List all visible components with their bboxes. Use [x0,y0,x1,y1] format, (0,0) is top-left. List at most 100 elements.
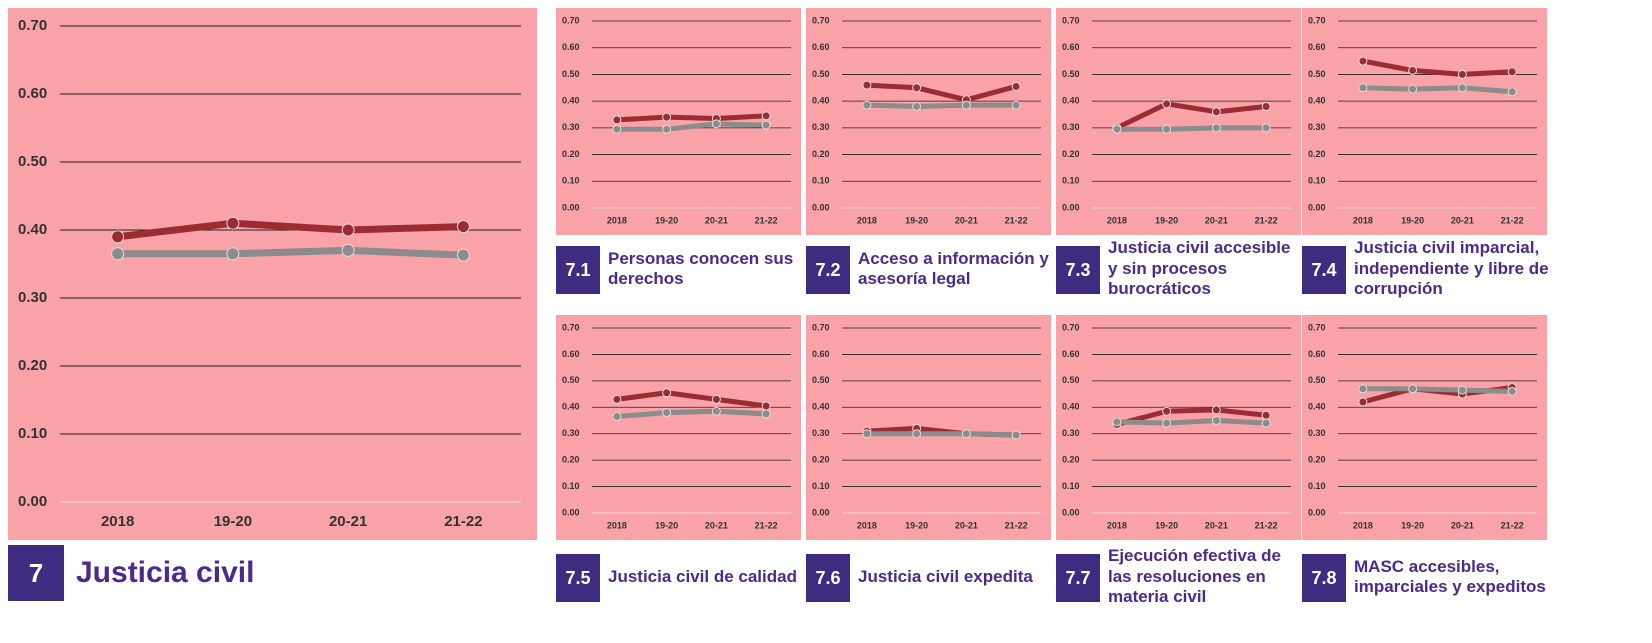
point [612,115,622,125]
point [961,429,971,439]
x-tick-label: 21-22 [1255,215,1278,225]
y-tick-label: 0.30 [1308,428,1326,438]
y-tick-label: 0.70 [562,15,580,25]
y-tick-label: 0.20 [1308,455,1326,465]
x-tick-label: 21-22 [755,520,778,530]
chart-title: Justicia civil [76,556,255,589]
y-tick-label: 0.00 [812,507,830,517]
point [1112,417,1122,427]
chart-title: Personas conocen sus derechos [608,248,794,288]
y-tick-label: 0.50 [1062,69,1080,79]
y-tick-label: 0.20 [812,455,830,465]
y-tick-label: 0.20 [18,357,47,374]
point [1408,65,1418,75]
y-tick-label: 0.10 [812,176,830,186]
x-tick-label: 19-20 [905,215,928,225]
y-tick-label: 0.50 [812,375,830,385]
y-tick-label: 0.70 [18,17,47,34]
y-tick-label: 0.50 [812,69,830,79]
y-tick-label: 0.60 [1308,42,1326,52]
point [711,406,721,416]
series-line [1116,418,1267,426]
point [1261,410,1271,420]
x-tick-label: 21-22 [755,215,778,225]
y-tick-label: 0.60 [812,349,830,359]
x-tick-label: 19-20 [1401,215,1424,225]
series-line [1362,386,1513,394]
y-tick-label: 0.10 [1062,176,1080,186]
point [912,83,922,93]
point [1358,83,1368,93]
y-tick-label: 0.00 [562,202,580,212]
y-tick-label: 0.20 [1062,455,1080,465]
point [1507,67,1517,77]
point [1211,416,1221,425]
y-tick-label: 0.20 [1308,149,1326,159]
y-tick-label: 0.40 [562,402,580,412]
x-tick-label: 20-21 [1205,215,1228,225]
x-tick-label: 21-22 [1501,520,1524,530]
x-tick-label: 20-21 [1451,215,1474,225]
series-line [616,408,767,420]
y-tick-label: 0.20 [562,149,580,159]
point [341,223,355,237]
point [1211,107,1221,117]
y-tick-label: 0.60 [812,42,830,52]
y-tick-label: 0.70 [562,322,580,332]
x-tick-label: 21-22 [1005,215,1028,225]
y-tick-label: 0.10 [562,176,580,186]
point [761,401,771,411]
y-tick-label: 0.40 [1308,402,1326,412]
y-tick-label: 0.00 [18,493,47,510]
y-tick-label: 0.10 [1062,481,1080,491]
point [711,394,721,404]
badge: 7.2 [806,246,850,294]
chart-title: Acceso a información y asesoría legal [858,248,1049,288]
chart-title: Justicia civil imparcial, independiente … [1354,238,1549,299]
badge: 7 [8,545,64,601]
panel [556,315,801,540]
point [961,100,971,110]
series-line [866,102,1017,109]
series-line [1116,407,1267,427]
point [862,80,872,90]
y-tick-label: 0.60 [562,349,580,359]
y-tick-label: 0.00 [1308,202,1326,212]
x-tick-label: 20-21 [329,513,367,530]
y-tick-label: 0.70 [812,322,830,332]
y-tick-label: 0.30 [812,428,830,438]
series-line [117,219,464,241]
x-tick-label: 20-21 [705,215,728,225]
series-line [117,246,464,259]
point [1211,405,1221,415]
x-tick-label: 19-20 [905,520,928,530]
badge: 7.5 [556,554,600,602]
point [761,409,771,419]
badge: 7.8 [1302,554,1346,602]
point [226,216,240,230]
x-tick-label: 2018 [1353,215,1373,225]
y-tick-label: 0.30 [1062,428,1080,438]
y-tick-label: 0.10 [18,425,47,442]
x-tick-label: 2018 [607,215,627,225]
x-tick-label: 19-20 [655,520,678,530]
series-line [866,431,1017,438]
y-tick-label: 0.60 [1062,349,1080,359]
point [612,412,622,422]
point [456,248,470,262]
panel [806,8,1051,235]
series-line [616,390,767,409]
point [1358,397,1368,407]
point [1261,123,1271,133]
y-tick-label: 0.60 [18,85,47,102]
x-tick-label: 2018 [857,520,877,530]
y-tick-label: 0.20 [812,149,830,159]
y-tick-label: 0.60 [562,42,580,52]
point [862,429,872,439]
y-tick-label: 0.70 [1062,322,1080,332]
y-tick-label: 0.50 [562,375,580,385]
y-tick-label: 0.40 [812,96,830,106]
point [1457,385,1467,395]
x-tick-label: 20-21 [705,520,728,530]
point [1162,418,1172,428]
